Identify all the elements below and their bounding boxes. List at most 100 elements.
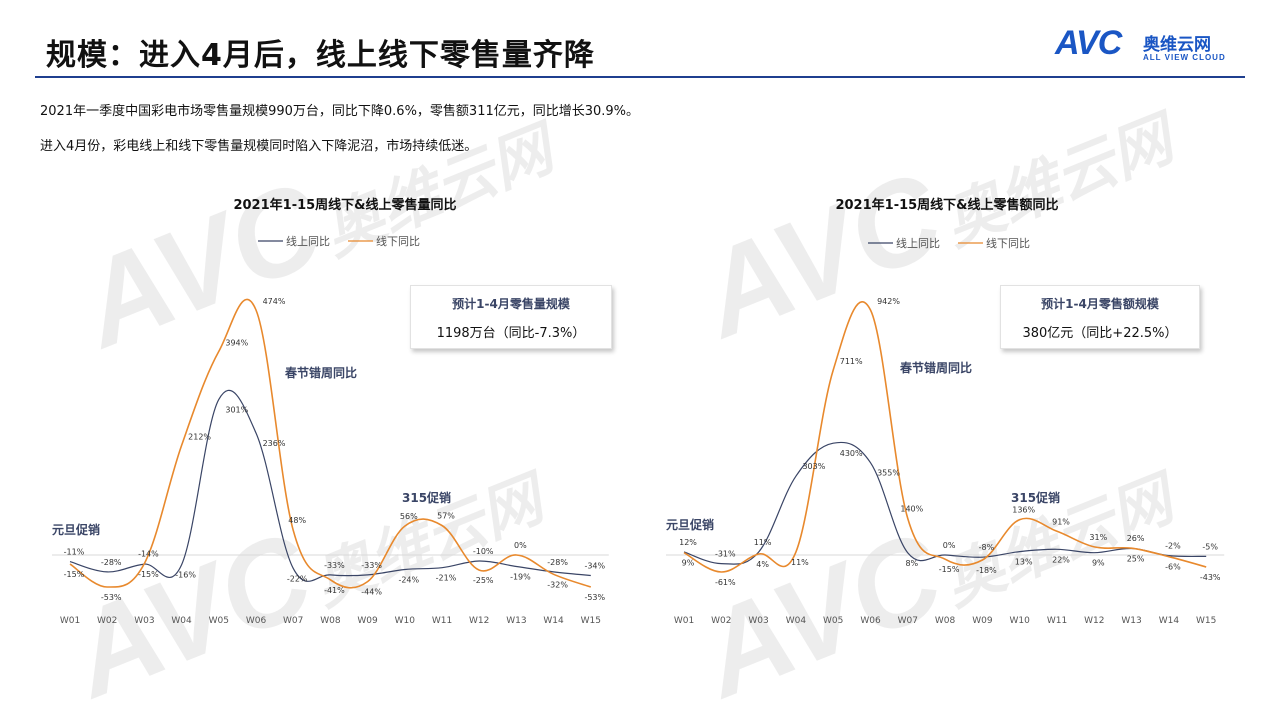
chart-title: 2021年1-15周线下&线上零售量同比 — [233, 197, 456, 213]
data-label-offline: -61% — [715, 578, 736, 587]
x-tick-label: W12 — [1084, 616, 1104, 626]
x-tick-label: W10 — [395, 616, 416, 626]
data-label-offline: 91% — [1052, 517, 1070, 526]
data-label-online: -11% — [64, 548, 85, 557]
data-label-offline: -15% — [939, 565, 960, 574]
series-line-online — [69, 389, 591, 582]
annotation-spring: 春节错周同比 — [899, 360, 972, 375]
data-label-online: -28% — [547, 558, 568, 567]
kpi-value: 1198万台（同比-7.3%） — [436, 326, 586, 341]
data-label-offline: -25% — [473, 576, 494, 585]
series-line-offline — [69, 298, 592, 589]
data-label-offline: 140% — [900, 505, 923, 514]
data-label-offline: 57% — [437, 512, 455, 521]
x-tick-label: W12 — [469, 616, 489, 626]
chart-volume: 2021年1-15周线下&线上零售量同比 线上同比 线下同比 W01 W02 W03 W04… — [30, 185, 650, 645]
annotation-315: 315促销 — [402, 490, 451, 505]
data-label-online: 13% — [1015, 558, 1033, 567]
legend-label-offline: 线下同比 — [986, 236, 1030, 250]
data-label-offline: 942% — [877, 297, 900, 306]
summary-line-1: 2021年一季度中国彩电市场零售量规模990万台，同比下降0.6%，零售额311… — [40, 104, 640, 119]
data-label-offline: 31% — [1089, 533, 1107, 542]
data-label-offline: 212% — [188, 432, 211, 441]
data-label-offline: -44% — [361, 588, 382, 597]
data-label-online: -15% — [138, 570, 159, 579]
x-tick-label: W09 — [357, 616, 378, 626]
data-label-online: 22% — [1052, 555, 1070, 564]
legend-label-online: 线上同比 — [286, 234, 330, 248]
x-tick-label: W01 — [60, 616, 80, 626]
data-label-offline: -41% — [324, 586, 345, 595]
data-label-online: 12% — [679, 538, 697, 547]
data-label-offline: -53% — [101, 593, 122, 602]
data-label-online: -19% — [510, 572, 531, 581]
data-label-online: -21% — [436, 574, 457, 583]
data-label-online: 9% — [1092, 559, 1105, 568]
x-tick-label: W03 — [134, 616, 154, 626]
x-tick-label: W10 — [1010, 616, 1031, 626]
x-tick-label: W08 — [320, 616, 341, 626]
x-tick-label: W07 — [898, 616, 918, 626]
data-label-offline: 48% — [288, 516, 306, 525]
data-label-online: -22% — [287, 574, 308, 583]
data-label-offline: 4% — [756, 560, 769, 569]
data-label-offline: 394% — [225, 338, 248, 347]
x-tick-label: W09 — [972, 616, 993, 626]
data-label-online: 8% — [905, 559, 918, 568]
data-label-online: -34% — [584, 562, 605, 571]
data-label-offline: -6% — [1165, 563, 1181, 572]
data-label-offline: 56% — [400, 512, 418, 521]
data-label-offline: -53% — [584, 593, 605, 602]
data-label-online: 25% — [1127, 554, 1145, 563]
data-label-offline: 9% — [682, 559, 695, 568]
x-tick-label: W01 — [674, 616, 694, 626]
x-tick-label: W08 — [935, 616, 956, 626]
legend-label-offline: 线下同比 — [376, 234, 420, 248]
data-label-online: 301% — [225, 405, 248, 414]
data-label-offline: -32% — [547, 580, 568, 589]
x-tick-label: W14 — [543, 616, 564, 626]
page-title: 规模：进入4月后，线上线下零售量齐降 — [46, 38, 595, 73]
data-label-online: -5% — [1202, 542, 1218, 551]
x-tick-label: W05 — [209, 616, 229, 626]
logo-mark: AVC — [1055, 24, 1122, 62]
x-tick-label: W04 — [786, 616, 807, 626]
x-tick-label: W03 — [748, 616, 768, 626]
data-label-online: -10% — [473, 547, 494, 556]
header-divider — [35, 76, 1245, 78]
data-label-offline: -14% — [138, 549, 159, 558]
annotation-newyear: 元旦促销 — [666, 517, 714, 532]
x-tick-label: W11 — [1047, 616, 1067, 626]
summary-line-2: 进入4月份，彩电线上和线下零售量规模同时陷入下降泥沼，市场持续低迷。 — [40, 139, 478, 154]
logo-en-text: ALL VIEW CLOUD — [1143, 53, 1226, 62]
data-label-online: 430% — [840, 449, 863, 458]
data-label-online: 11% — [754, 538, 772, 547]
x-tick-label: W11 — [432, 616, 452, 626]
data-label-offline: -18% — [976, 566, 997, 575]
data-label-offline: 11% — [791, 558, 809, 567]
x-tick-label: W02 — [711, 616, 731, 626]
data-label-offline: 711% — [840, 357, 863, 366]
x-tick-label: W13 — [506, 616, 526, 626]
x-tick-label: W14 — [1159, 616, 1180, 626]
kpi-value: 380亿元（同比+22.5%） — [1022, 326, 1178, 341]
annotation-315: 315促销 — [1011, 490, 1060, 505]
series-line-offline — [683, 301, 1207, 573]
data-label-online: -8% — [979, 543, 995, 552]
x-tick-label: W13 — [1121, 616, 1141, 626]
data-label-online: -24% — [398, 575, 419, 584]
data-label-online: -31% — [715, 550, 736, 559]
data-label-online: 236% — [263, 439, 286, 448]
x-tick-label: W06 — [246, 616, 267, 626]
data-label-online: -16% — [175, 571, 196, 580]
data-label-online: -33% — [361, 561, 382, 570]
logo-cn-text: 奥维云网 — [1143, 35, 1211, 55]
x-tick-label: W07 — [283, 616, 303, 626]
data-label-online: 303% — [802, 462, 825, 471]
x-tick-label: W04 — [171, 616, 192, 626]
annotation-spring: 春节错周同比 — [284, 365, 357, 380]
x-tick-label: W15 — [1196, 616, 1216, 626]
kpi-title: 预计1-4月零售量规模 — [452, 297, 570, 311]
